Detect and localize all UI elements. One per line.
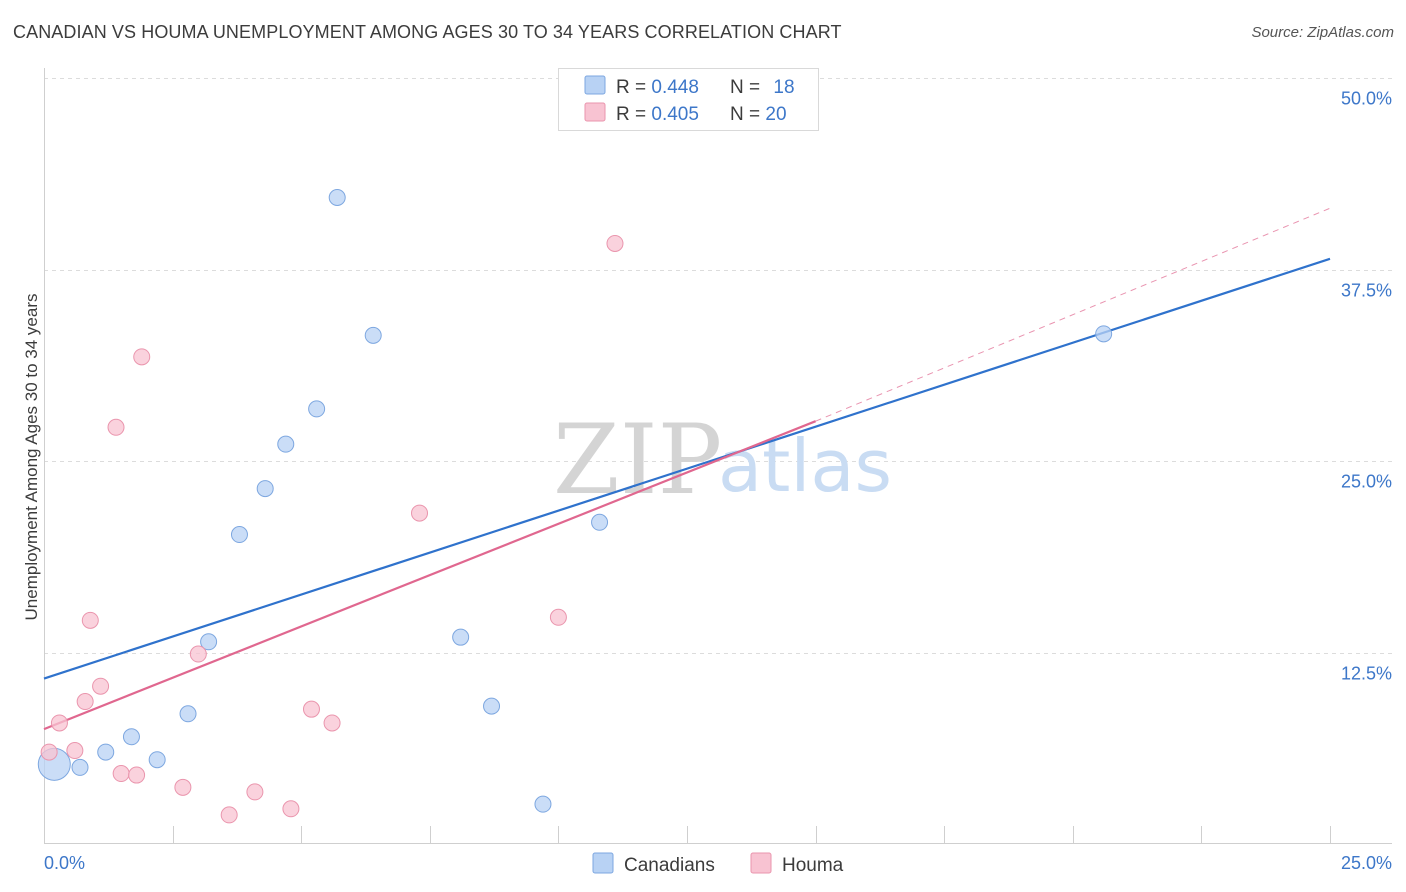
point-houma — [411, 504, 429, 522]
point-canadians — [97, 743, 115, 761]
point-houma — [302, 700, 320, 718]
point-houma — [174, 778, 192, 796]
point-canadians — [200, 633, 218, 651]
point-houma — [40, 743, 58, 761]
point-canadians — [277, 435, 295, 453]
point-houma — [81, 611, 99, 629]
point-canadians — [452, 628, 470, 646]
trend-line-houma — [43, 420, 817, 731]
stats-legend: R = 0.448 N = 18 R = 0.405 N = 20 — [558, 68, 819, 131]
legend-row-1: R = 0.448 — [616, 77, 699, 98]
legend-r-value: 0.448 — [651, 77, 699, 98]
legend-n-value: 18 — [773, 77, 794, 98]
point-canadians — [71, 758, 89, 776]
y-tick-label: 50.0% — [1341, 89, 1392, 109]
legend-row-1-n: N = 18 — [730, 77, 795, 98]
point-houma — [189, 645, 207, 663]
legend-r-label: R = — [616, 77, 651, 98]
legend-row-2: R = 0.405 — [616, 104, 699, 125]
trend-lines — [43, 207, 1331, 731]
point-canadians — [483, 697, 501, 715]
point-canadians — [230, 526, 248, 544]
legend-swatch-houma — [584, 102, 606, 122]
point-canadians — [328, 188, 346, 206]
y-tick-label: 12.5% — [1341, 664, 1392, 684]
point-houma — [66, 742, 84, 760]
legend-n-label: N = — [730, 104, 765, 125]
point-houma — [323, 714, 341, 732]
point-houma — [282, 800, 300, 818]
source-credit: Source: ZipAtlas.com — [1251, 24, 1394, 41]
bottom-legend-label-houma: Houma — [782, 855, 844, 876]
x-tick-label-max: 25.0% — [1341, 853, 1392, 873]
point-houma — [133, 348, 151, 366]
bottom-legend-label-canadians: Canadians — [624, 855, 715, 876]
point-houma — [76, 693, 94, 711]
point-canadians — [591, 513, 609, 531]
chart-title: CANADIAN VS HOUMA UNEMPLOYMENT AMONG AGE… — [13, 22, 842, 42]
point-houma — [606, 234, 624, 252]
point-houma — [549, 608, 567, 626]
x-axis-ticks — [173, 826, 1331, 844]
trend-line-houma-extension — [815, 207, 1331, 422]
point-canadians — [364, 326, 382, 344]
y-tick-label: 25.0% — [1341, 472, 1392, 492]
y-axis-label: Unemployment Among Ages 30 to 34 years — [22, 294, 41, 621]
axes — [44, 68, 1392, 844]
point-houma — [50, 714, 68, 732]
y-tick-labels: 12.5% 25.0% 37.5% 50.0% — [1341, 89, 1392, 684]
x-tick-label-min: 0.0% — [44, 853, 85, 873]
legend-n-label: N = — [730, 77, 765, 98]
point-canadians — [179, 705, 197, 723]
watermark-atlas: atlas — [718, 424, 892, 508]
point-canadians — [122, 728, 140, 746]
point-canadians — [148, 751, 166, 769]
point-canadians — [534, 795, 552, 813]
point-canadians — [308, 400, 326, 418]
bottom-legend-swatch-canadians — [592, 852, 614, 874]
point-houma — [92, 677, 110, 695]
bottom-legend-swatch-houma — [750, 852, 772, 874]
point-houma — [112, 765, 130, 783]
legend-n-value: 20 — [765, 104, 786, 125]
data-points — [37, 188, 1113, 824]
trend-line-canadians — [43, 257, 1331, 680]
watermark-zip: ZIP — [553, 404, 722, 516]
series-legend: Canadians Houma — [592, 852, 844, 876]
point-houma — [246, 783, 264, 801]
point-houma — [128, 766, 146, 784]
legend-r-value: 0.405 — [651, 104, 699, 125]
point-houma — [107, 418, 125, 436]
point-houma — [220, 806, 238, 824]
point-canadians — [1095, 325, 1113, 343]
point-canadians — [256, 480, 274, 498]
y-tick-label: 37.5% — [1341, 281, 1392, 301]
legend-r-label: R = — [616, 104, 651, 125]
legend-swatch-canadians — [584, 75, 606, 95]
legend-row-2-n: N = 20 — [730, 104, 787, 125]
grid-lines — [44, 78, 1392, 654]
